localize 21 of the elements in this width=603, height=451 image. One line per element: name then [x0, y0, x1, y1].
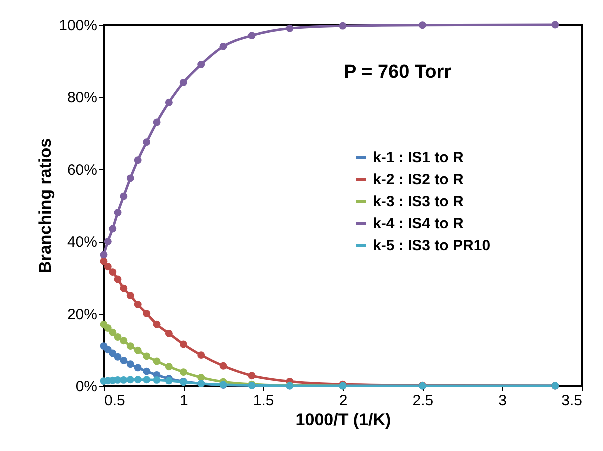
x-tick-label: 2	[339, 392, 348, 410]
x-tick-label: 0.5	[104, 392, 126, 410]
y-tick-label: 0%	[76, 378, 98, 396]
legend-label: k-3 : IS3 to R	[373, 194, 464, 210]
x-tick-label: 1.5	[253, 392, 274, 410]
y-tick-label: 100%	[59, 18, 98, 34]
legend-label: k-1 : IS1 to R	[373, 150, 464, 166]
legend-label: k-5 : IS3 to PR10	[373, 238, 491, 254]
x-tick-label: 3.5	[562, 392, 582, 410]
x-tick-label: 1	[180, 392, 188, 410]
y-axis-title: Branching ratios	[36, 138, 56, 274]
annotation: P = 760 Torr	[344, 62, 452, 83]
x-tick-label: 3	[498, 392, 508, 410]
x-axis-title: 1000/T (1/K)	[296, 410, 392, 430]
x-tick-label: 2.5	[412, 392, 434, 410]
y-tick-label: 80%	[67, 90, 98, 107]
legend-label: k-4 : IS4 to R	[373, 216, 464, 232]
y-tick-label: 60%	[67, 162, 98, 179]
y-tick-label: 20%	[67, 306, 98, 324]
y-tick-label: 40%	[67, 234, 98, 252]
legend-label: k-2 : IS2 to R	[373, 172, 464, 188]
